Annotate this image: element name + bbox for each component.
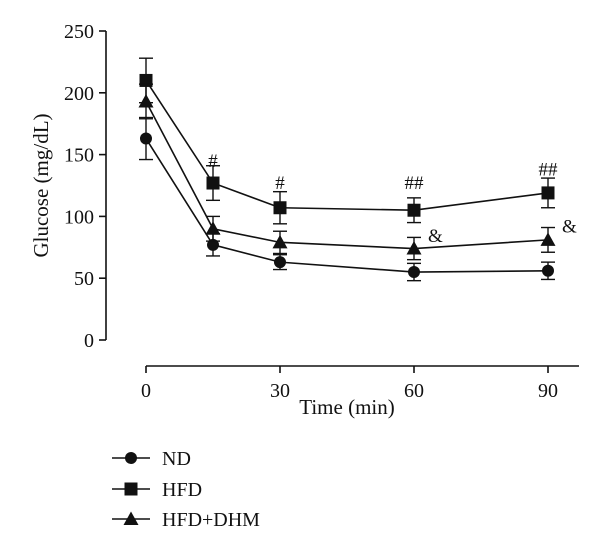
legend-item: HFD xyxy=(112,479,202,501)
legend-label: HFD+DHM xyxy=(162,509,260,531)
data-point xyxy=(540,232,556,246)
x-tick-label: 0 xyxy=(141,380,151,402)
series-hfd-dhm xyxy=(138,83,556,261)
significance-annotation: & xyxy=(428,226,443,247)
y-tick-label: 250 xyxy=(64,21,94,43)
plot-area: ## ####& & xyxy=(138,57,577,282)
legend-label: ND xyxy=(162,448,191,470)
significance-annotation: # xyxy=(208,151,218,172)
legend: ND HFD HFD+DHM xyxy=(112,448,260,531)
legend-item: HFD+DHM xyxy=(112,509,260,531)
data-point xyxy=(140,132,152,145)
data-point xyxy=(138,93,154,108)
legend-marker xyxy=(123,511,139,525)
y-tick-label: 200 xyxy=(64,83,94,105)
data-point xyxy=(408,266,420,279)
data-point xyxy=(274,256,286,269)
y-tick-label: 0 xyxy=(84,330,94,352)
y-tick-label: 50 xyxy=(74,268,94,290)
y-tick-label: 150 xyxy=(64,145,94,167)
x-tick-label: 60 xyxy=(404,380,424,402)
series-line xyxy=(145,138,549,273)
series-line xyxy=(145,80,549,212)
data-point xyxy=(407,203,421,217)
series-nd xyxy=(139,116,555,282)
x-tick-label: 90 xyxy=(538,380,558,402)
series-line xyxy=(145,101,549,250)
data-point xyxy=(273,201,287,215)
legend-item: ND xyxy=(112,448,191,470)
data-point xyxy=(205,221,221,235)
legend-label: HFD xyxy=(162,479,202,501)
data-point xyxy=(541,186,555,200)
data-point xyxy=(406,241,422,255)
significance-annotation: ## xyxy=(405,173,425,194)
y-tick-label: 100 xyxy=(64,206,94,228)
x-axis-title: Time (min) xyxy=(299,395,394,419)
series-hfd xyxy=(139,57,555,225)
legend-marker xyxy=(124,482,138,496)
data-point xyxy=(206,176,220,190)
axes: 0 50 100 150 200 250 0 30 60 90 Time (min) Glucose … xyxy=(29,21,579,419)
legend-marker xyxy=(125,452,137,464)
x-tick-label: 30 xyxy=(270,380,290,402)
significance-annotation: & xyxy=(562,216,577,237)
data-point xyxy=(207,238,219,251)
y-axis-title: Glucose (mg/dL) xyxy=(29,113,53,257)
data-point xyxy=(542,264,554,277)
significance-annotation: # xyxy=(275,173,285,194)
data-point xyxy=(272,234,288,249)
significance-annotation: ## xyxy=(539,159,559,180)
